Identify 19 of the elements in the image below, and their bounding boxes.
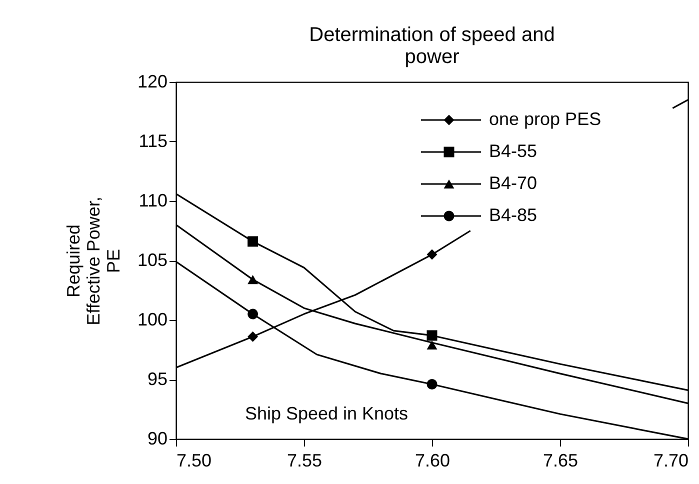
x-tick-label: 7.55	[286, 450, 322, 470]
legend-label: B4-85	[489, 205, 538, 225]
x-axis-title: Ship Speed in Knots	[244, 404, 408, 424]
y-tick-label: 120	[137, 72, 168, 92]
y-tick-label: 100	[137, 310, 168, 330]
y-tick-label: 115	[138, 131, 168, 151]
x-tick-label: 7.50	[176, 450, 212, 470]
y-tick-label: 105	[137, 250, 168, 270]
y-tick-label: 110	[138, 190, 168, 210]
y-axis-title: Required Effective Power, PE	[63, 196, 124, 326]
x-tick-label: 7.70	[653, 450, 688, 470]
legend-label: one prop PES	[489, 109, 602, 129]
x-tick-label: 7.65	[542, 450, 578, 470]
y-tick-label: 90	[147, 428, 168, 448]
legend-label: B4-55	[489, 141, 538, 161]
x-tick-label: 7.60	[414, 450, 450, 470]
legend-label: B4-70	[489, 173, 538, 193]
chart-title: Determination of speed and power	[309, 24, 555, 68]
y-tick-label: 95	[147, 369, 168, 389]
